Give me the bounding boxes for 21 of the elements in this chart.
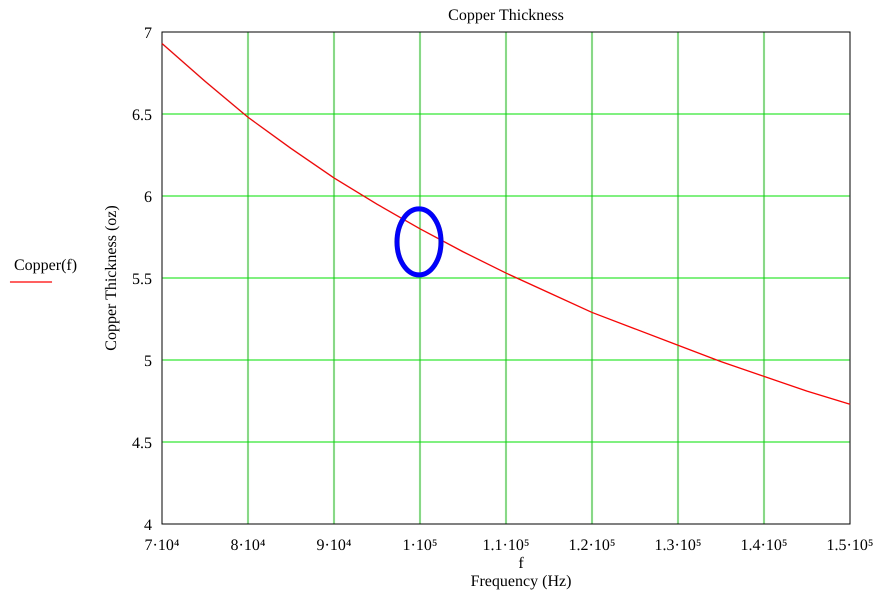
y-tick-label: 6: [144, 189, 152, 206]
text: Copper(f): [14, 257, 78, 274]
x-tick-label: 1.1·10⁵: [482, 537, 530, 554]
line-series: [161, 42, 851, 405]
x-tick-label: 1.4·10⁵: [740, 537, 788, 554]
y-axis-title: Copper Thickness (oz): [103, 205, 120, 351]
x-axis-title: f Frequency (Hz): [470, 555, 572, 590]
x-tick-label: 1.2·10⁵: [568, 537, 616, 554]
x-tick-label: 8·10⁴: [230, 537, 266, 554]
x-tick-label: 7·10⁴: [144, 537, 180, 554]
x-tick-label: 1.5·10⁵: [826, 537, 874, 554]
x-tick-label: 1·10⁵: [402, 537, 438, 554]
y-tick-label: 4: [144, 517, 152, 534]
y-tick-label: 5.5: [132, 271, 152, 288]
y-tick-label: 6.5: [132, 107, 152, 124]
x-tick-label: 1.3·10⁵: [654, 537, 702, 554]
y-tick-label: 5: [144, 353, 152, 370]
chart-title: Copper Thickness: [448, 7, 564, 24]
y-tick-label: 4.5: [132, 435, 152, 452]
y-tick-label: 7: [144, 25, 152, 42]
x-tick-label: 9·10⁴: [316, 537, 352, 554]
